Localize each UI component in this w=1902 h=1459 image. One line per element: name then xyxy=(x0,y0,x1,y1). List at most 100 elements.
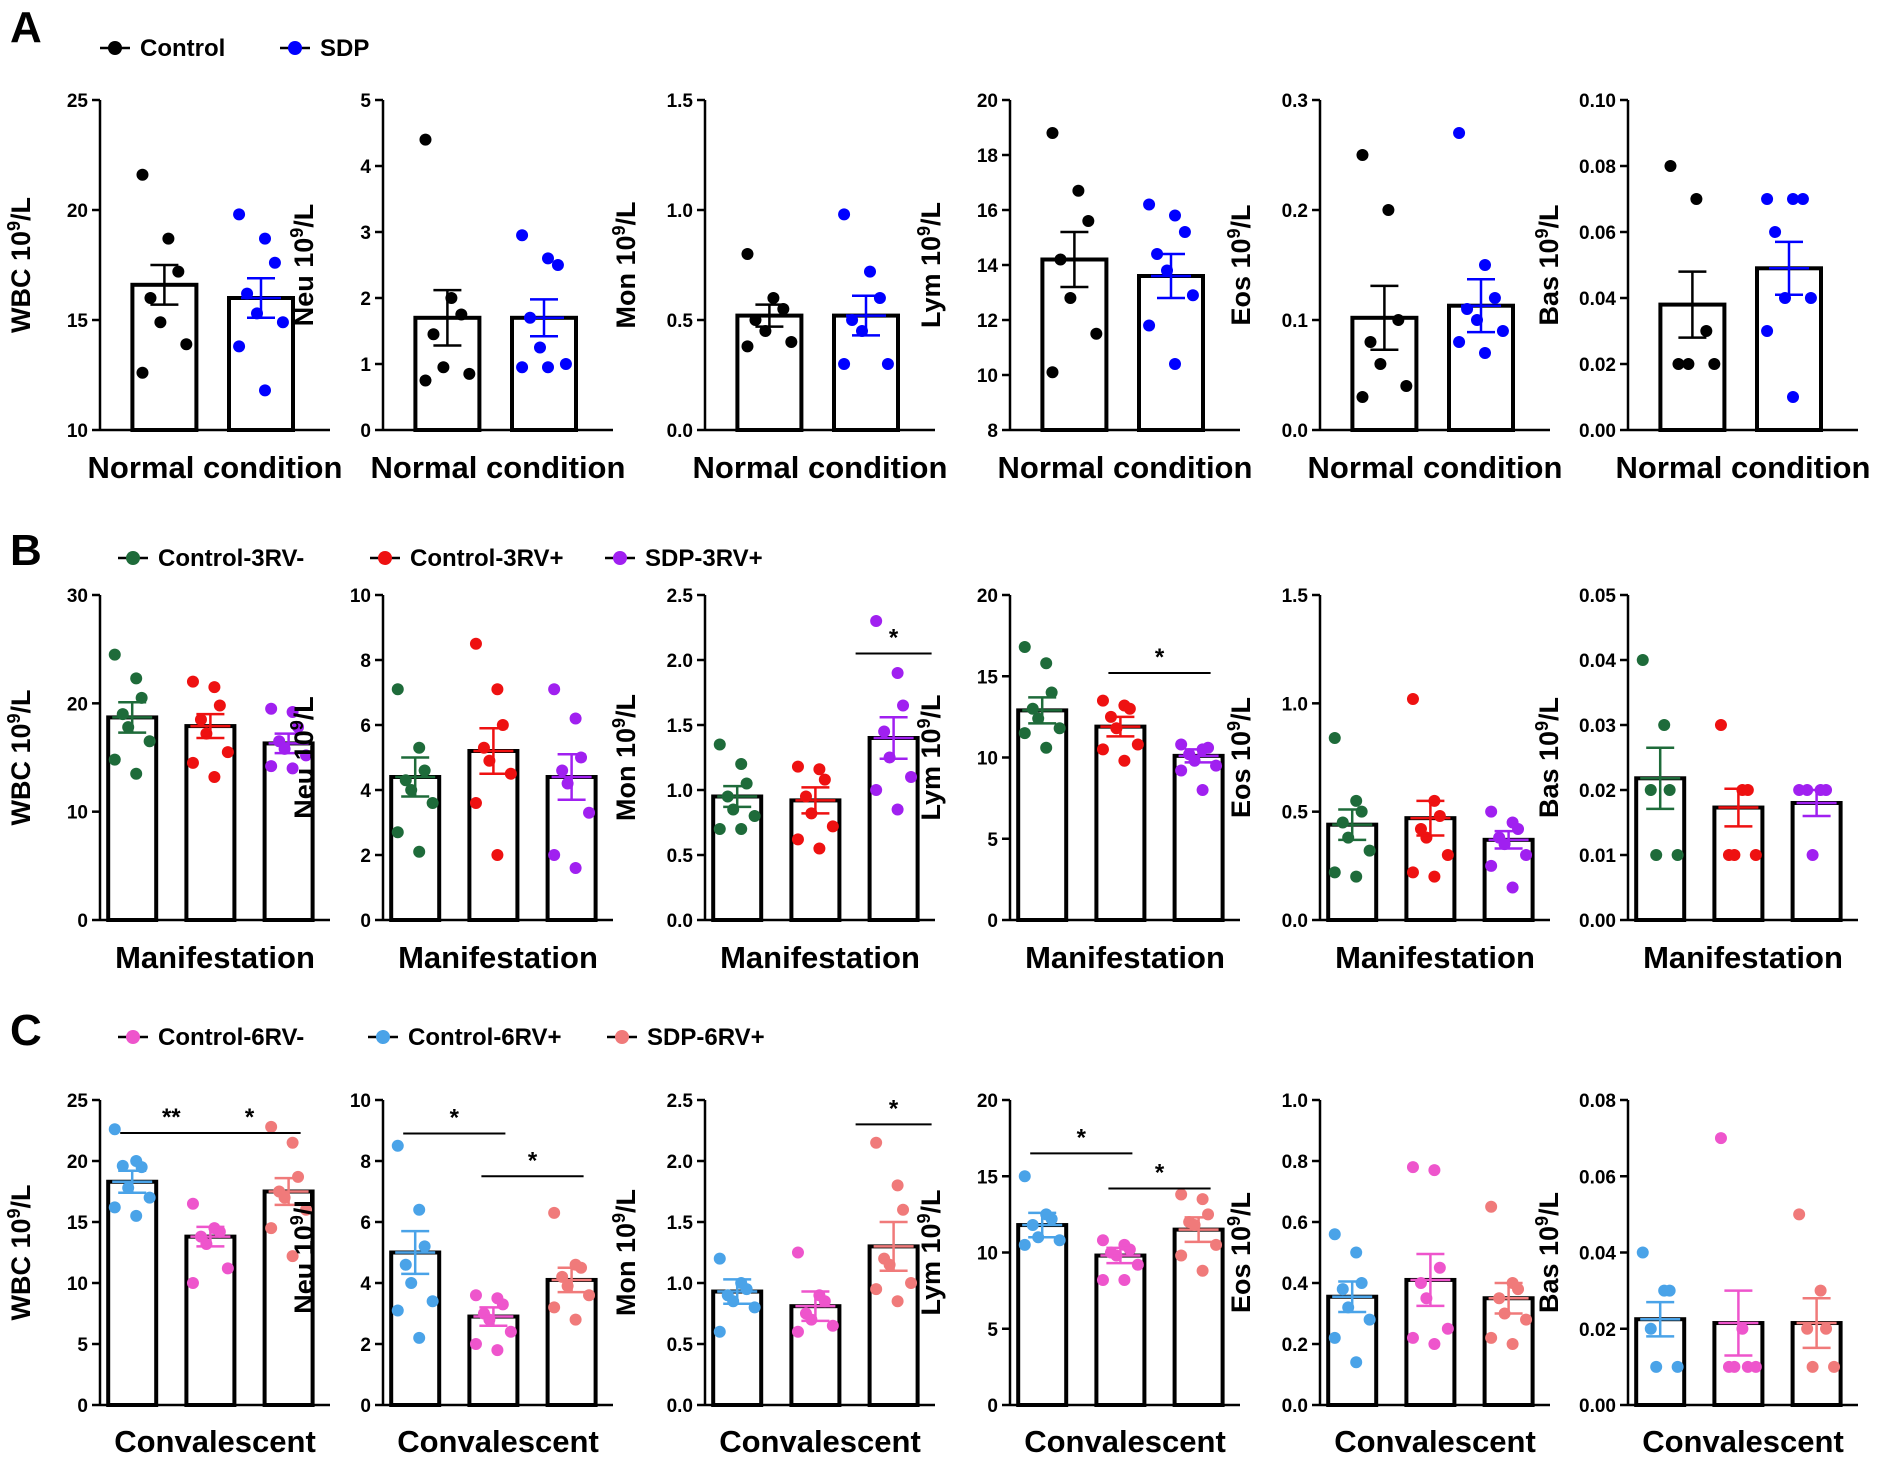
y-tick-label: 25 xyxy=(67,1091,89,1112)
ylabel-part: /L xyxy=(916,202,946,226)
data-point xyxy=(870,784,883,796)
ylabel-part: Lym 10 xyxy=(916,236,946,328)
data-point xyxy=(759,325,772,337)
y-axis-label: Eos 109/L xyxy=(1224,697,1256,818)
data-point xyxy=(172,265,185,278)
data-point xyxy=(1644,784,1657,796)
y-tick-label: 20 xyxy=(977,91,998,112)
y-tick-label: 15 xyxy=(67,311,89,332)
y-tick-label: 0.0 xyxy=(1282,911,1308,932)
data-point xyxy=(276,316,289,329)
legend-entry-1-2: SDP-3RV+ xyxy=(605,545,763,572)
ylabel-part: /L xyxy=(6,689,36,713)
y-tick-label: 1.0 xyxy=(667,1274,693,1295)
data-point xyxy=(1406,1161,1419,1174)
data-point xyxy=(713,738,726,751)
data-point xyxy=(1506,881,1519,894)
bar-SDP xyxy=(832,313,900,433)
x-axis-label: Normal condition xyxy=(1616,450,1871,485)
data-point xyxy=(1441,849,1454,861)
data-point xyxy=(130,1209,143,1222)
legend-marker xyxy=(378,551,392,565)
data-point xyxy=(208,681,221,694)
x-axis-label: Convalescent xyxy=(1642,1424,1844,1459)
y-tick-label: 2 xyxy=(360,846,371,867)
data-point xyxy=(186,756,199,769)
y-tick-label: 2 xyxy=(360,289,371,310)
x-axis-label: Convalescent xyxy=(1024,1424,1226,1459)
data-point xyxy=(1363,1313,1376,1326)
y-tick-label: 0 xyxy=(360,421,371,442)
data-point xyxy=(1018,1170,1031,1183)
ylabel-part: /L xyxy=(289,1191,319,1215)
data-point xyxy=(286,1250,299,1263)
data-point xyxy=(391,1139,404,1152)
data-point xyxy=(1406,1331,1419,1344)
data-point xyxy=(268,256,281,269)
x-axis-label: Convalescent xyxy=(114,1424,316,1459)
data-point xyxy=(399,1258,412,1271)
data-point xyxy=(905,1277,918,1289)
data-point xyxy=(569,1313,582,1326)
data-point xyxy=(213,699,226,712)
data-point xyxy=(405,1277,418,1289)
ylabel-superscript: 9 xyxy=(609,225,629,235)
y-tick-label: 16 xyxy=(977,201,998,222)
legend-label: SDP-3RV+ xyxy=(645,545,763,572)
ylabel-superscript: 9 xyxy=(609,1213,629,1223)
data-point xyxy=(1123,1243,1136,1256)
ylabel-part: /L xyxy=(6,197,36,221)
y-tick-label: 0.02 xyxy=(1579,1320,1616,1341)
legend-marker xyxy=(126,551,140,565)
data-point xyxy=(1479,259,1491,271)
data-point xyxy=(1520,849,1533,861)
x-axis-label: Manifestation xyxy=(1025,940,1225,975)
y-tick-label: 25 xyxy=(67,91,89,112)
y-tick-label: 0.08 xyxy=(1579,157,1616,178)
x-axis-label: Normal condition xyxy=(693,450,948,485)
data-point xyxy=(891,803,904,816)
data-point xyxy=(463,367,476,380)
panel-letter-b: B xyxy=(10,526,42,575)
data-point xyxy=(413,1203,426,1216)
y-tick-label: 2 xyxy=(360,1335,371,1356)
data-point xyxy=(1202,741,1215,754)
data-point xyxy=(1636,1246,1649,1259)
x-axis-label: Convalescent xyxy=(1334,1424,1536,1459)
data-point xyxy=(1485,1200,1498,1213)
legend-marker xyxy=(376,1030,390,1044)
significance-label: * xyxy=(450,1105,460,1132)
data-point xyxy=(1143,198,1156,211)
chart-C-3: 0 5 10 15 20 Lym 109/L Convalescent * * xyxy=(914,1091,1240,1459)
ylabel-part: Mon 10 xyxy=(611,728,641,821)
data-point xyxy=(1400,380,1413,392)
y-tick-label: 0 xyxy=(360,1396,371,1417)
y-axis-label: Lym 109/L xyxy=(914,694,946,820)
ylabel-part: Neu 10 xyxy=(289,1225,319,1314)
data-point xyxy=(881,358,894,370)
y-tick-label: 15 xyxy=(977,1167,999,1188)
data-point xyxy=(749,314,762,326)
y-axis-label: Bas 109/L xyxy=(1532,204,1564,325)
y-axis-label: Mon 109/L xyxy=(609,1189,641,1316)
legend-marker xyxy=(615,1030,629,1044)
data-point xyxy=(1506,1338,1519,1350)
data-point xyxy=(300,1203,313,1216)
legend-entry-1-0: Control-3RV- xyxy=(118,545,304,572)
data-point xyxy=(1356,391,1369,403)
data-point xyxy=(208,771,221,783)
data-point xyxy=(791,1325,804,1338)
data-point xyxy=(1118,754,1131,767)
ylabel-superscript: 9 xyxy=(1224,1216,1244,1226)
ylabel-part: WBC 10 xyxy=(6,231,36,333)
data-point xyxy=(1741,784,1754,796)
x-axis-label: Manifestation xyxy=(115,940,315,975)
ylabel-superscript: 9 xyxy=(287,720,307,730)
y-tick-label: 5 xyxy=(360,91,371,112)
ylabel-superscript: 9 xyxy=(609,718,629,728)
ylabel-part: Neu 10 xyxy=(289,238,319,327)
ylabel-superscript: 9 xyxy=(1532,721,1552,731)
